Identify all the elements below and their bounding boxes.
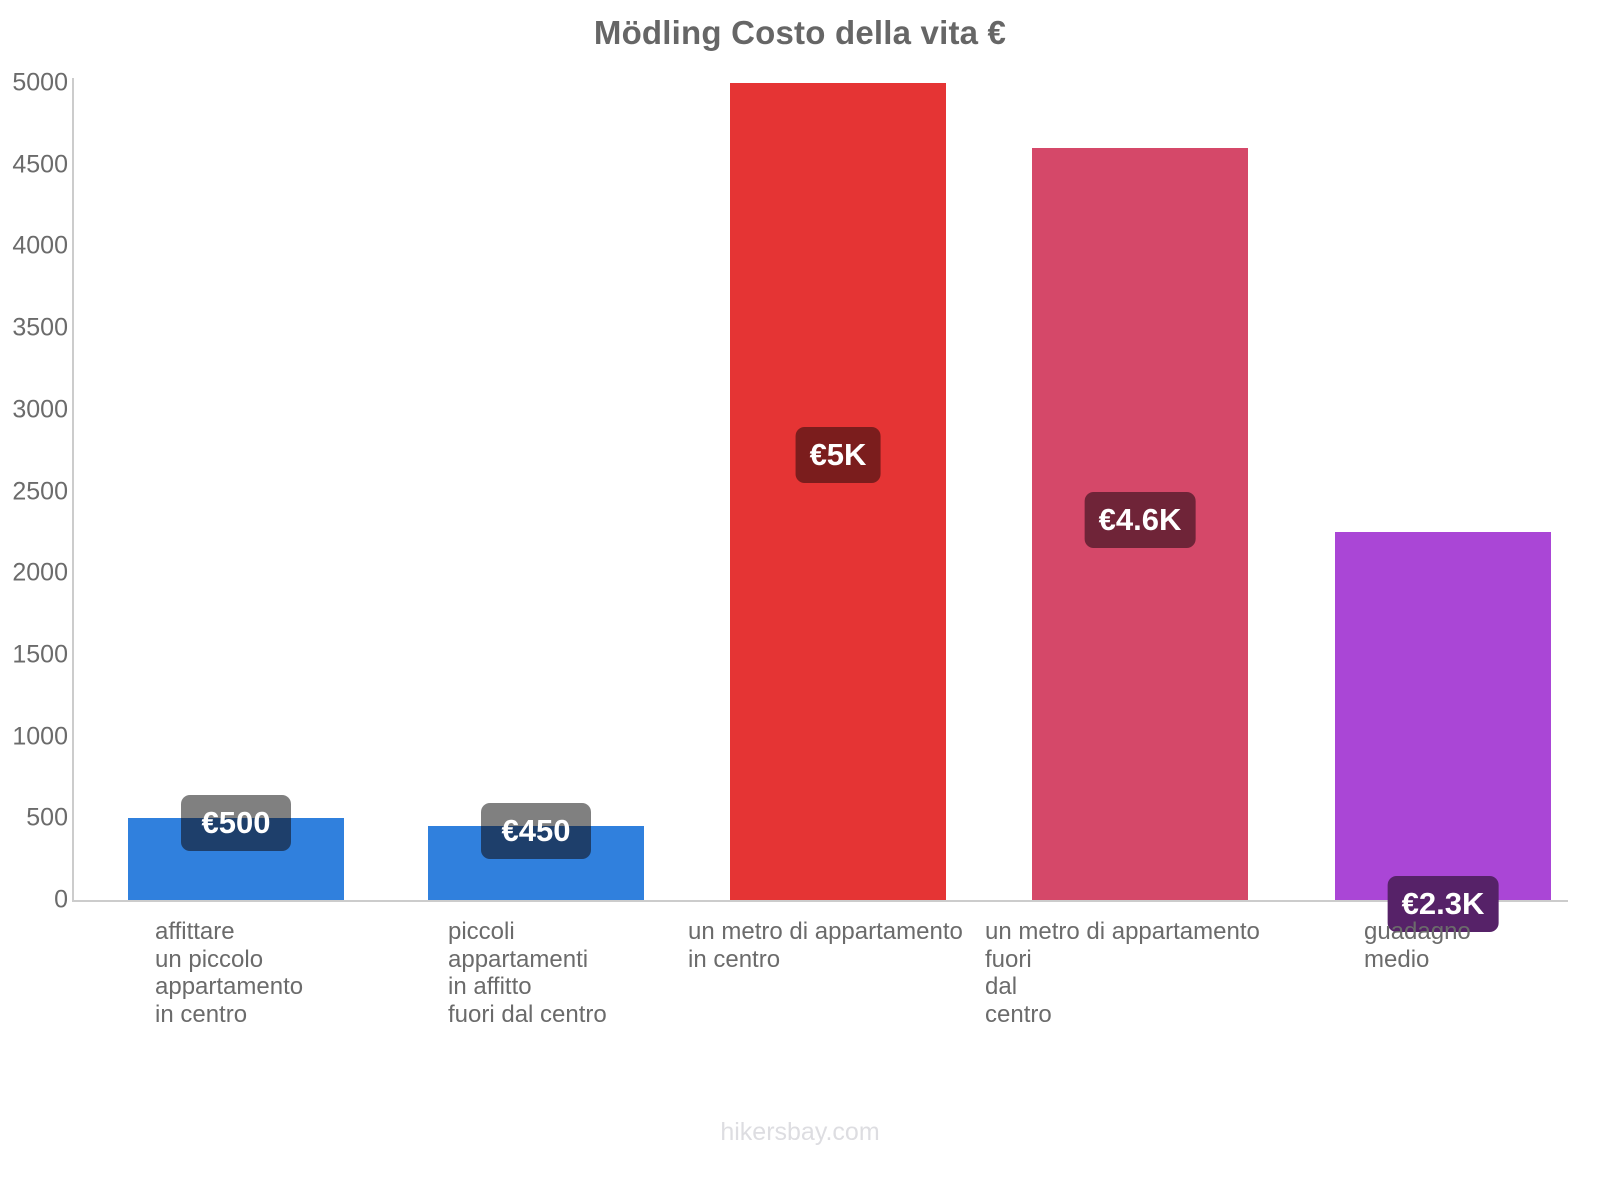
y-axis-tick-label: 1000 — [12, 722, 68, 751]
bar[interactable] — [730, 83, 946, 900]
x-axis-label-line: un piccolo — [155, 945, 264, 973]
x-axis-label-line: appartamento — [155, 973, 304, 1000]
x-axis-label-line: affittare — [155, 918, 235, 945]
bar-series: €500 €450 €5K €4.6K €2.3K — [128, 83, 1551, 933]
x-axis-label-line: in centro — [688, 945, 781, 973]
bar-value-text: €2.3K — [1401, 886, 1485, 922]
x-axis-category-labels: affittare un piccolo appartamento in centro… — [0, 918, 1600, 1058]
badge-upper-half — [181, 795, 291, 819]
x-axis-label-line: in affitto — [448, 973, 532, 1000]
x-axis-category-label: piccoli appartamenti in affitto fuori dal c… — [448, 918, 607, 1028]
x-axis-label-line: centro — [985, 1000, 1052, 1028]
y-axis-tick-label: 2500 — [12, 477, 68, 505]
bar-value-label: €2.3K — [1387, 876, 1499, 933]
y-axis-line — [72, 78, 74, 902]
x-axis-label-line: medio — [1364, 945, 1430, 973]
y-axis-tick-label: 1500 — [12, 640, 68, 669]
x-axis-label-line: appartamenti — [448, 945, 589, 973]
y-axis-tick-label: 4500 — [12, 150, 68, 179]
x-axis-label-line: dal — [985, 973, 1018, 1000]
x-axis-category-label: affittare un piccolo appartamento in centro — [155, 918, 303, 1028]
y-axis-tick-label: 4000 — [12, 231, 68, 260]
bar[interactable] — [1335, 532, 1551, 900]
x-axis-label-line: un metro di appartamento — [985, 918, 1260, 945]
x-axis-label-line: fuori dal centro — [448, 1000, 607, 1028]
x-axis-category-label: un metro di appartamento fuori dal centro — [985, 918, 1260, 1028]
watermark: hikersbay.com — [720, 1118, 880, 1146]
y-axis-tick-label: 0 — [54, 885, 68, 914]
bar-value-label: €500 — [181, 795, 291, 852]
bar-value-text: €4.6K — [1098, 502, 1182, 538]
y-axis-tick-label: 500 — [26, 803, 68, 832]
y-axis-tick-label: 5000 — [12, 68, 68, 97]
bar-value-text: €5K — [809, 437, 867, 472]
bar-value-text: €500 — [201, 805, 271, 841]
badge-upper-half — [481, 803, 591, 827]
x-axis-label-line: fuori — [985, 945, 1032, 973]
y-axis-tick-label: 2000 — [12, 558, 68, 587]
badge-lower-half — [181, 818, 291, 852]
x-axis-label-line: piccoli — [448, 918, 515, 945]
y-axis-tick-labels: 5000 4500 4000 3500 3000 2500 2000 1500 1000 500 0 — [0, 0, 68, 1200]
bar-value-label: €5K — [795, 427, 881, 483]
x-axis-category-label: guadagno medio — [1364, 918, 1471, 973]
bar-value-label: €4.6K — [1084, 492, 1196, 549]
x-axis-line — [72, 900, 1568, 902]
bar-value-text: €450 — [501, 813, 571, 849]
x-axis-label-line: in centro — [155, 1000, 248, 1028]
x-axis-category-label: un metro di appartamento in centro — [688, 918, 963, 973]
page-title: Mödling Costo della vita € — [593, 14, 1007, 51]
x-axis-label-line: guadagno — [1364, 918, 1471, 945]
y-axis-tick-label: 3500 — [12, 313, 68, 342]
y-axis-tick-label: 3000 — [12, 395, 68, 424]
x-axis-label-line: un metro di appartamento — [688, 918, 963, 945]
bar-value-label: €450 — [481, 803, 591, 860]
badge-lower-half — [481, 826, 591, 860]
